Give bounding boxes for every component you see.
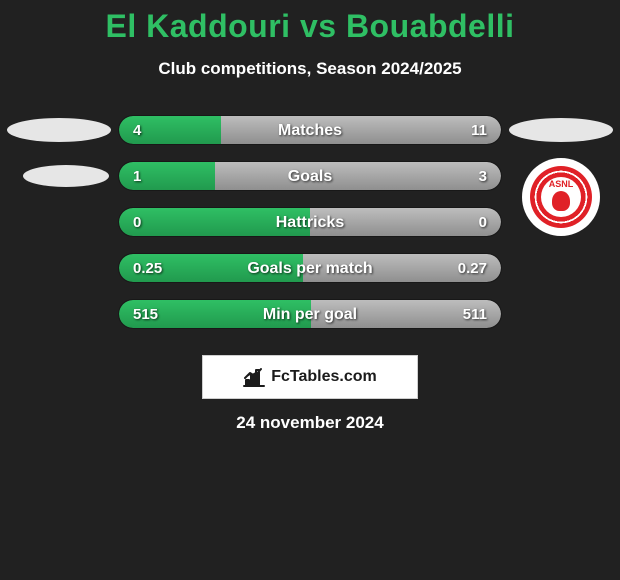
left-club-cell	[0, 291, 118, 337]
left-club-cell	[0, 107, 118, 153]
stat-label: Goals	[119, 162, 501, 191]
right-club-cell	[502, 245, 620, 291]
brand-box: FcTables.com	[202, 355, 418, 399]
stat-value-right: 511	[463, 300, 487, 329]
comparison-rows: 4Matches111Goals3ASNL0Hattricks00.25Goal…	[0, 107, 620, 337]
stat-value-right: 3	[479, 162, 487, 191]
stat-label: Goals per match	[119, 254, 501, 283]
right-club-cell: ASNL	[502, 153, 620, 199]
comparison-row: 0Hattricks0	[0, 199, 620, 245]
club-badge-left	[7, 118, 111, 142]
stat-value-right: 0	[479, 208, 487, 237]
page-subtitle: Club competitions, Season 2024/2025	[0, 59, 620, 79]
comparison-row: 515Min per goal511	[0, 291, 620, 337]
comparison-infographic: El Kaddouri vs Bouabdelli Club competiti…	[0, 0, 620, 580]
stat-value-right: 11	[471, 116, 487, 145]
stat-bar: 515Min per goal511	[118, 299, 502, 329]
brand-text: FcTables.com	[271, 368, 377, 386]
bar-chart-icon	[243, 367, 265, 387]
left-club-cell	[0, 245, 118, 291]
stat-bar: 4Matches11	[118, 115, 502, 145]
club-badge-right-placeholder	[509, 118, 613, 142]
stat-label: Hattricks	[119, 208, 501, 237]
stat-bar: 1Goals3	[118, 161, 502, 191]
right-club-cell	[502, 291, 620, 337]
stat-bar: 0.25Goals per match0.27	[118, 253, 502, 283]
left-club-cell	[0, 199, 118, 245]
page-title: El Kaddouri vs Bouabdelli	[0, 0, 620, 45]
left-club-cell	[0, 153, 118, 199]
comparison-row: 0.25Goals per match0.27	[0, 245, 620, 291]
stat-value-right: 0.27	[458, 254, 487, 283]
club-badge-left-small	[23, 165, 109, 187]
right-club-cell	[502, 107, 620, 153]
footer-date: 24 november 2024	[0, 413, 620, 433]
comparison-row: 1Goals3ASNL	[0, 153, 620, 199]
stat-label: Min per goal	[119, 300, 501, 329]
right-club-cell	[502, 199, 620, 245]
stat-bar: 0Hattricks0	[118, 207, 502, 237]
comparison-row: 4Matches11	[0, 107, 620, 153]
stat-label: Matches	[119, 116, 501, 145]
